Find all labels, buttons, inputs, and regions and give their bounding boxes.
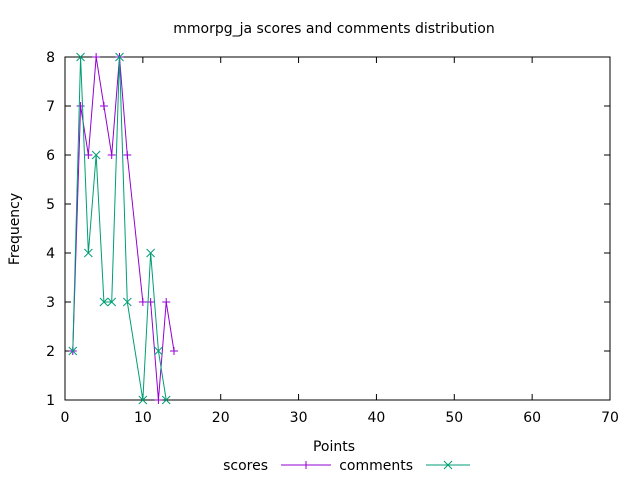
point-scores-8 — [138, 298, 147, 306]
point-comments-8 — [138, 395, 148, 405]
y-tick-label-1: 2 — [46, 344, 55, 360]
x-tick-label-2: 20 — [212, 410, 230, 426]
point-scores-11 — [162, 298, 171, 306]
point-comments-3 — [91, 150, 101, 160]
x-tick-label-6: 60 — [523, 410, 541, 426]
point-scores-4 — [99, 102, 108, 110]
point-comments-0 — [68, 346, 78, 356]
series-comments — [68, 52, 171, 405]
y-tick-label-3: 4 — [46, 246, 55, 262]
series-line-comments — [72, 56, 167, 401]
y-tick-label-0: 1 — [46, 393, 55, 409]
legend: scores comments — [223, 458, 470, 474]
x-tick-label-0: 0 — [61, 410, 70, 426]
series-line-scores — [72, 56, 175, 401]
series-scores — [68, 53, 178, 404]
legend-marker-comments — [443, 460, 453, 470]
legend-label-scores: scores — [223, 458, 268, 474]
legend-marker-scores — [302, 461, 310, 469]
series-layer — [68, 52, 178, 405]
point-comments-10 — [154, 346, 163, 356]
y-tick-label-7: 8 — [46, 50, 55, 66]
point-scores-1 — [76, 102, 85, 110]
y-axis-label: Frequency — [7, 193, 23, 265]
point-scores-12 — [170, 347, 178, 355]
point-comments-6 — [115, 52, 124, 62]
y-tick-label-6: 7 — [46, 99, 55, 115]
y-tick-label-5: 6 — [46, 148, 55, 164]
point-comments-7 — [122, 297, 132, 307]
plot-frame — [64, 56, 611, 401]
x-tick-label-7: 70 — [601, 410, 619, 426]
point-scores-10 — [154, 396, 163, 404]
point-comments-9 — [146, 248, 155, 258]
x-axis-label: Points — [313, 439, 355, 455]
point-scores-5 — [107, 151, 116, 159]
x-tick-label-1: 10 — [134, 410, 152, 426]
y-tick-label-4: 5 — [46, 197, 55, 213]
x-tick-label-4: 40 — [368, 410, 386, 426]
point-comments-11 — [161, 395, 171, 405]
x-tick-label-3: 30 — [290, 410, 308, 426]
chart-title: mmorpg_ja scores and comments distributi… — [173, 21, 494, 37]
point-comments-5 — [107, 297, 117, 307]
point-comments-4 — [99, 297, 109, 307]
x-tick-label-5: 50 — [445, 410, 463, 426]
point-scores-3 — [92, 53, 101, 61]
y-tick-label-2: 3 — [46, 295, 55, 311]
point-comments-2 — [84, 248, 93, 258]
point-comments-1 — [76, 52, 85, 62]
legend-label-comments: comments — [339, 458, 413, 474]
axes: 0 10 20 30 40 50 60 70 1 2 3 4 5 6 7 8 — [46, 50, 619, 426]
point-scores-2 — [84, 151, 93, 159]
point-scores-7 — [123, 151, 132, 159]
